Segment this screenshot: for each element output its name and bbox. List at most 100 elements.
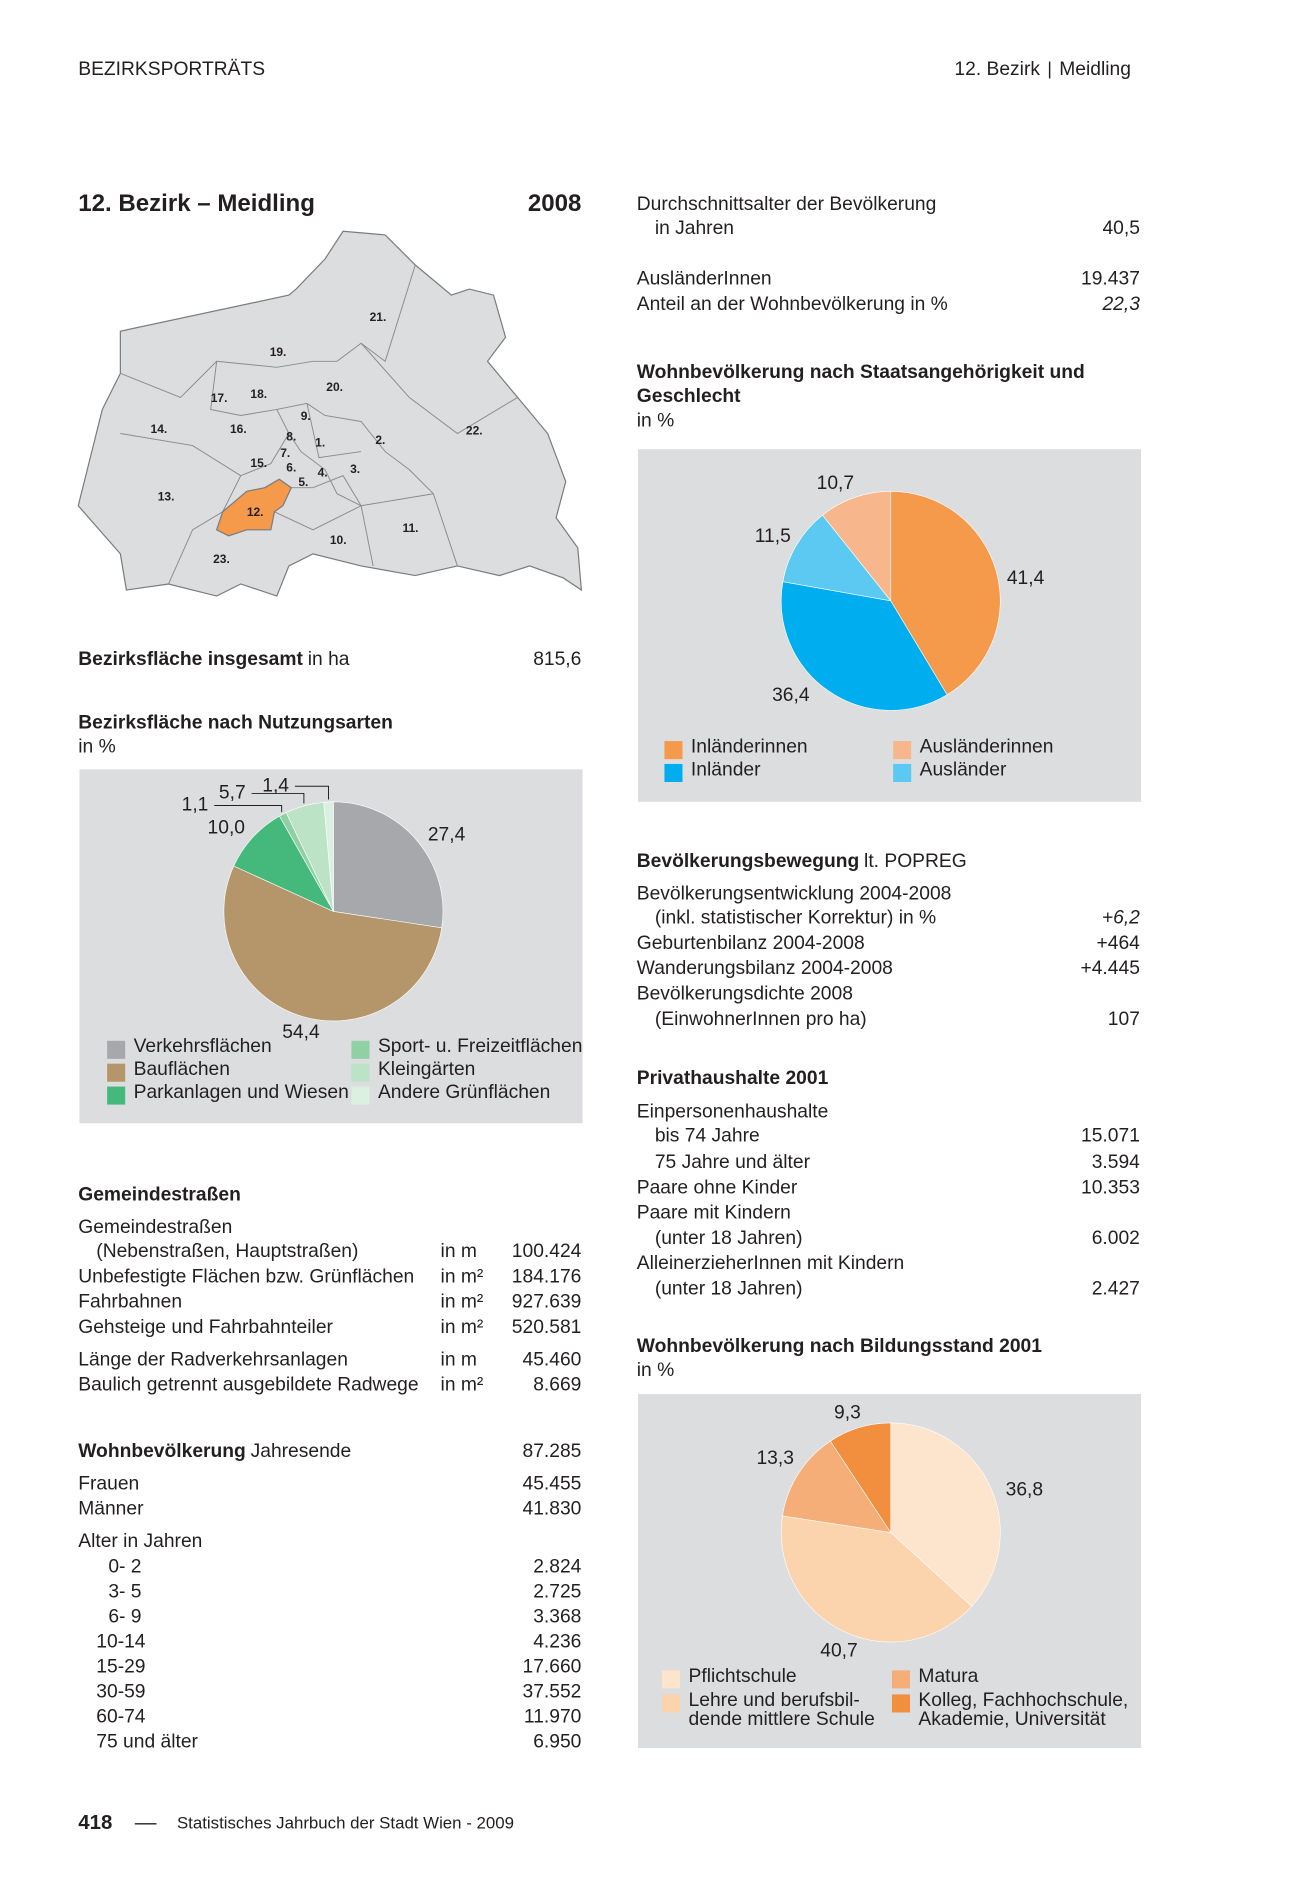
chart-subtitle: in %: [636, 1360, 675, 1381]
pie-slice: [780, 581, 948, 711]
district-year: 2008: [528, 190, 582, 217]
legend-label: Lehre und berufsbil- dende mittlere Schu…: [688, 1691, 875, 1730]
legend-label: Bauflächen: [133, 1060, 230, 1080]
legend-label: Inländer: [690, 760, 761, 781]
row-label: Gemeindestraßen: [78, 1217, 232, 1238]
row-label: Bevölkerungsdichte 2008: [637, 984, 853, 1005]
value-label: 10,0: [208, 817, 245, 838]
row-unit: in m²: [441, 1375, 484, 1396]
age-label: 15-29: [96, 1657, 145, 1678]
row-value: 3.594: [1092, 1152, 1140, 1173]
header-name: Meidling: [1059, 59, 1131, 80]
legend-label: Matura: [918, 1667, 979, 1687]
age-value: 4.236: [533, 1632, 581, 1653]
age-label: 30-59: [96, 1682, 145, 1703]
legend-label-box: Bauflächen: [133, 1060, 230, 1080]
section-heading: Privathaushalte 2001: [637, 1068, 829, 1089]
row-label: Einpersonenhaushalte: [637, 1101, 829, 1122]
legend-label: Ausländer: [919, 760, 1007, 781]
population-label: Wohnbevölkerung Jahresende: [78, 1441, 351, 1462]
map-outline: [77, 230, 583, 597]
age-label: 75 und älter: [96, 1732, 198, 1753]
map-label: 3.: [350, 462, 360, 476]
legend-label-box: Andere Grünflächen: [378, 1084, 550, 1103]
row-label: (unter 18 Jahren): [655, 1278, 803, 1299]
legend-swatch: [107, 1040, 126, 1059]
age-label: 3- 5: [108, 1582, 141, 1603]
row-value: 40,5: [1102, 218, 1139, 239]
area-label: Bezirksfläche insgesamt in ha: [78, 649, 350, 670]
row-unit: in m: [441, 1349, 477, 1370]
map-label: 13.: [158, 489, 175, 503]
district-title: 12. Bezirk – Meidling: [78, 190, 315, 217]
row-label: Anteil an der Wohnbevölkerung in %: [637, 294, 948, 315]
legend-swatch: [664, 741, 683, 760]
row-label: (inkl. statistischer Korrektur) in %: [655, 908, 936, 929]
header-district: 12. Bezirk: [954, 59, 1040, 80]
legend-label: Ausländerinnen: [919, 738, 1054, 758]
pie-slice: [780, 1515, 973, 1643]
header-section: BEZIRKSPORTRÄTS: [78, 59, 265, 80]
chart-title: Wohnbevölkerung nach Staatsangehörigkeit…: [636, 362, 1085, 408]
value-label: 41,4: [1007, 568, 1045, 589]
map-label: 17.: [211, 391, 228, 405]
leader-line: [294, 785, 329, 800]
legend-label-box: Matura: [918, 1667, 979, 1687]
legend-swatch: [893, 741, 912, 760]
map: [77, 230, 583, 597]
row-label: Paare ohne Kinder: [637, 1177, 798, 1198]
map-label: 14.: [151, 422, 168, 436]
legend-label: Sport- u. Freizeitflächen: [377, 1037, 583, 1058]
row-label: Durchschnittsalter der Bevölkerung: [637, 194, 937, 215]
pie-slice: [890, 491, 1001, 696]
value-label: 1,4: [262, 775, 289, 796]
row-value: 927.639: [512, 1292, 582, 1313]
movement-label-part: Bevölkerungsbewegung: [637, 851, 859, 872]
map-label: 18.: [250, 387, 267, 401]
district-12: [215, 478, 293, 537]
row-label: Paare mit Kindern: [637, 1203, 791, 1224]
map-label: 11.: [402, 521, 418, 535]
legend-swatch: [351, 1063, 370, 1082]
map-label: 23.: [213, 552, 230, 566]
map-label: 22.: [466, 423, 483, 437]
map-label: 12.: [247, 505, 264, 519]
leader-line: [251, 792, 305, 804]
section-heading: Gemeindestraßen: [78, 1185, 241, 1206]
map-label: 20.: [326, 380, 343, 394]
leader-line: [214, 804, 283, 813]
value-label: 40,7: [820, 1641, 857, 1662]
legend-label: Kolleg, Fachhochschule, Akademie, Univer…: [918, 1691, 1129, 1730]
pie-slice: [782, 514, 892, 602]
age-value: 2.725: [533, 1582, 581, 1603]
map-label: 7.: [280, 446, 290, 460]
legend-label: Verkehrsflächen: [133, 1037, 272, 1058]
pie-slice: [223, 865, 443, 1022]
legend-swatch: [351, 1086, 370, 1105]
legend-label: Pflichtschule: [688, 1667, 797, 1687]
age-label: 0- 2: [108, 1556, 141, 1577]
chart-title: Wohnbevölkerung nach Bildungsstand 2001: [636, 1336, 1042, 1357]
legend-label-box: Ausländer: [919, 760, 1007, 781]
row-label: Unbefestigte Flächen bzw. Grünflächen: [78, 1266, 414, 1287]
value-label: 9,3: [834, 1402, 861, 1423]
row-label: (unter 18 Jahren): [655, 1228, 803, 1249]
pie-slice: [890, 1422, 1001, 1607]
row-label: AusländerInnen: [637, 269, 772, 290]
legend-label-box: Verkehrsflächen: [133, 1037, 272, 1058]
age-value: 2.824: [533, 1556, 581, 1577]
legend-label: Inländerinnen: [690, 738, 808, 758]
legend-swatch: [351, 1040, 370, 1059]
row-value: 6.002: [1092, 1228, 1140, 1249]
legend-swatch: [662, 1694, 681, 1713]
legend-label-box: Parkanlagen und Wiesen: [133, 1083, 349, 1103]
value-label: 5,7: [219, 783, 246, 804]
value-label: 27,4: [428, 825, 466, 846]
age-value: 6.950: [533, 1732, 581, 1753]
map-label: 5.: [298, 475, 308, 489]
row-label: 75 Jahre und älter: [655, 1152, 811, 1173]
legend-label: Parkanlagen und Wiesen: [133, 1083, 349, 1103]
row-unit: in m²: [441, 1317, 484, 1338]
age-value: 37.552: [522, 1682, 581, 1703]
